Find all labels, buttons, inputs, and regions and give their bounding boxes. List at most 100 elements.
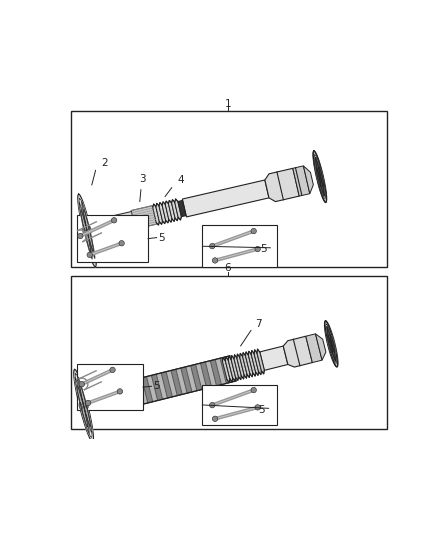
Text: 4: 4	[177, 175, 184, 185]
Polygon shape	[327, 327, 336, 360]
Polygon shape	[225, 357, 233, 382]
Polygon shape	[316, 158, 324, 195]
Polygon shape	[330, 335, 335, 352]
Polygon shape	[251, 350, 258, 375]
Polygon shape	[81, 210, 91, 252]
Polygon shape	[293, 166, 310, 196]
Circle shape	[78, 233, 83, 239]
Polygon shape	[80, 384, 90, 426]
Polygon shape	[162, 202, 169, 223]
Text: 6: 6	[225, 263, 231, 273]
Circle shape	[212, 416, 218, 422]
Polygon shape	[314, 155, 325, 199]
Polygon shape	[254, 350, 261, 375]
Polygon shape	[153, 204, 159, 225]
Polygon shape	[181, 367, 192, 393]
Polygon shape	[178, 200, 186, 217]
Polygon shape	[328, 334, 335, 354]
Polygon shape	[122, 356, 236, 408]
Polygon shape	[165, 201, 172, 222]
Polygon shape	[79, 198, 95, 262]
Bar	[71, 276, 387, 429]
Polygon shape	[137, 378, 148, 404]
Polygon shape	[88, 226, 91, 233]
Circle shape	[255, 246, 260, 252]
Polygon shape	[330, 335, 335, 352]
Text: 2: 2	[102, 158, 108, 168]
Polygon shape	[248, 351, 256, 376]
Polygon shape	[75, 378, 89, 434]
Polygon shape	[122, 382, 133, 408]
Polygon shape	[78, 194, 96, 267]
Polygon shape	[85, 401, 88, 408]
Circle shape	[117, 389, 123, 394]
Circle shape	[87, 252, 92, 257]
Polygon shape	[74, 369, 93, 442]
Polygon shape	[243, 352, 250, 377]
Polygon shape	[81, 398, 86, 413]
Polygon shape	[85, 401, 88, 408]
Polygon shape	[78, 377, 92, 433]
Polygon shape	[169, 200, 175, 222]
Polygon shape	[245, 352, 253, 377]
Text: 3: 3	[139, 174, 146, 184]
Polygon shape	[77, 385, 87, 427]
Text: 7: 7	[255, 319, 262, 329]
Polygon shape	[326, 324, 337, 364]
Polygon shape	[283, 336, 312, 367]
Polygon shape	[106, 211, 139, 234]
Polygon shape	[79, 403, 82, 410]
Polygon shape	[327, 327, 336, 361]
Polygon shape	[304, 166, 313, 193]
Polygon shape	[316, 168, 321, 186]
Circle shape	[85, 400, 91, 406]
Polygon shape	[220, 357, 231, 383]
Polygon shape	[166, 371, 177, 397]
Text: 5: 5	[258, 405, 265, 415]
Polygon shape	[328, 336, 332, 352]
Polygon shape	[78, 377, 92, 433]
Polygon shape	[328, 336, 332, 353]
Polygon shape	[75, 378, 89, 434]
Polygon shape	[84, 209, 93, 251]
Polygon shape	[225, 356, 236, 382]
Polygon shape	[186, 366, 197, 392]
Polygon shape	[196, 364, 207, 389]
Polygon shape	[127, 381, 138, 406]
Polygon shape	[260, 346, 288, 370]
Polygon shape	[316, 167, 321, 187]
Bar	[77, 364, 143, 410]
Polygon shape	[231, 356, 238, 381]
Polygon shape	[79, 391, 88, 421]
Polygon shape	[132, 379, 143, 405]
Polygon shape	[210, 360, 221, 385]
Polygon shape	[161, 372, 172, 398]
Polygon shape	[257, 349, 264, 374]
Polygon shape	[79, 203, 92, 259]
Polygon shape	[201, 362, 212, 388]
Polygon shape	[85, 223, 89, 238]
Polygon shape	[319, 167, 323, 186]
Polygon shape	[306, 334, 322, 362]
Polygon shape	[330, 335, 335, 352]
Polygon shape	[313, 151, 327, 203]
Polygon shape	[328, 336, 332, 353]
Polygon shape	[215, 359, 226, 384]
Polygon shape	[237, 354, 244, 379]
Bar	[71, 111, 387, 268]
Polygon shape	[328, 336, 332, 352]
Polygon shape	[131, 206, 157, 229]
Polygon shape	[315, 334, 326, 360]
Circle shape	[209, 244, 215, 249]
Polygon shape	[84, 209, 93, 251]
Polygon shape	[191, 365, 202, 390]
Polygon shape	[171, 369, 182, 395]
Text: 5: 5	[153, 381, 160, 391]
Circle shape	[255, 405, 260, 410]
Polygon shape	[156, 203, 162, 224]
Circle shape	[79, 382, 85, 387]
Polygon shape	[152, 375, 162, 400]
Polygon shape	[330, 335, 335, 352]
Bar	[202, 385, 277, 425]
Polygon shape	[228, 356, 236, 381]
